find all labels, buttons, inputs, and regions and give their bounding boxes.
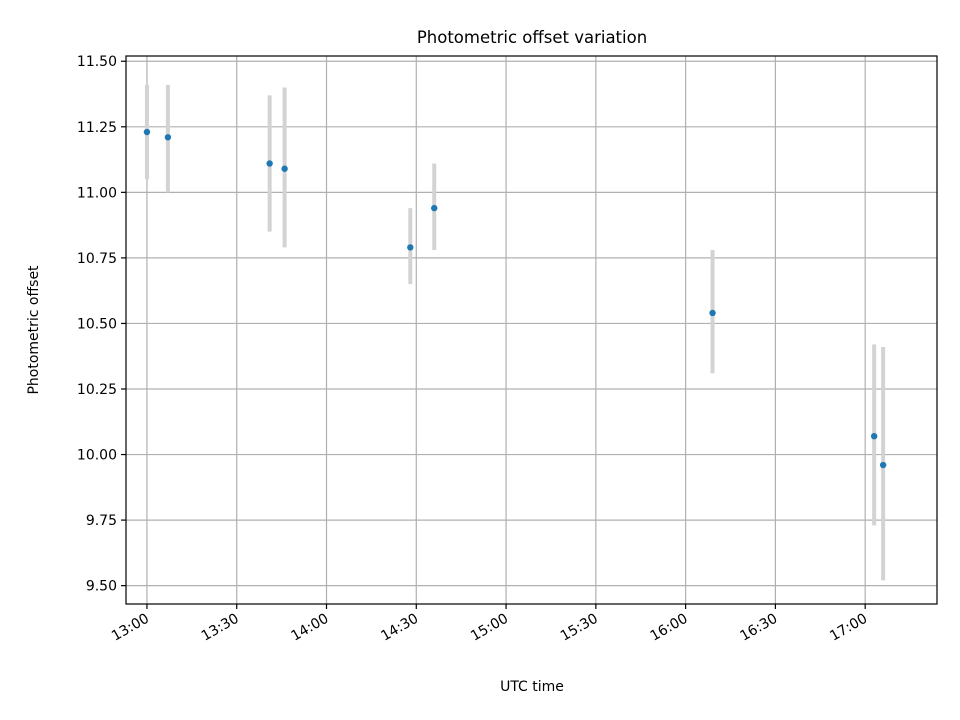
- chart-title: Photometric offset variation: [417, 28, 647, 47]
- y-tick-label: 9.50: [86, 579, 117, 595]
- data-point: [164, 134, 172, 141]
- y-tick-label: 9.75: [86, 513, 117, 529]
- y-tick-label: 11.50: [77, 54, 117, 70]
- y-tick-label: 10.75: [77, 251, 117, 267]
- y-tick-label: 11.00: [77, 185, 117, 201]
- data-point: [281, 165, 288, 172]
- grid: [126, 56, 937, 604]
- y-tick-label: 10.50: [77, 316, 117, 332]
- data-point: [870, 432, 878, 440]
- data-point: [431, 204, 438, 212]
- y-tick-label: 10.25: [77, 382, 117, 398]
- y-axis-label: Photometric offset: [26, 265, 42, 395]
- y-tick-label: 10.00: [77, 448, 117, 464]
- data-point: [879, 461, 887, 469]
- data-points: [143, 128, 887, 469]
- plot-frame: [125, 55, 938, 605]
- data-point: [143, 128, 151, 136]
- data-point: [709, 309, 716, 317]
- y-tick-label: 11.25: [77, 120, 117, 136]
- data-point: [266, 160, 273, 167]
- data-point: [407, 244, 414, 251]
- x-axis-label: UTC time: [500, 679, 564, 695]
